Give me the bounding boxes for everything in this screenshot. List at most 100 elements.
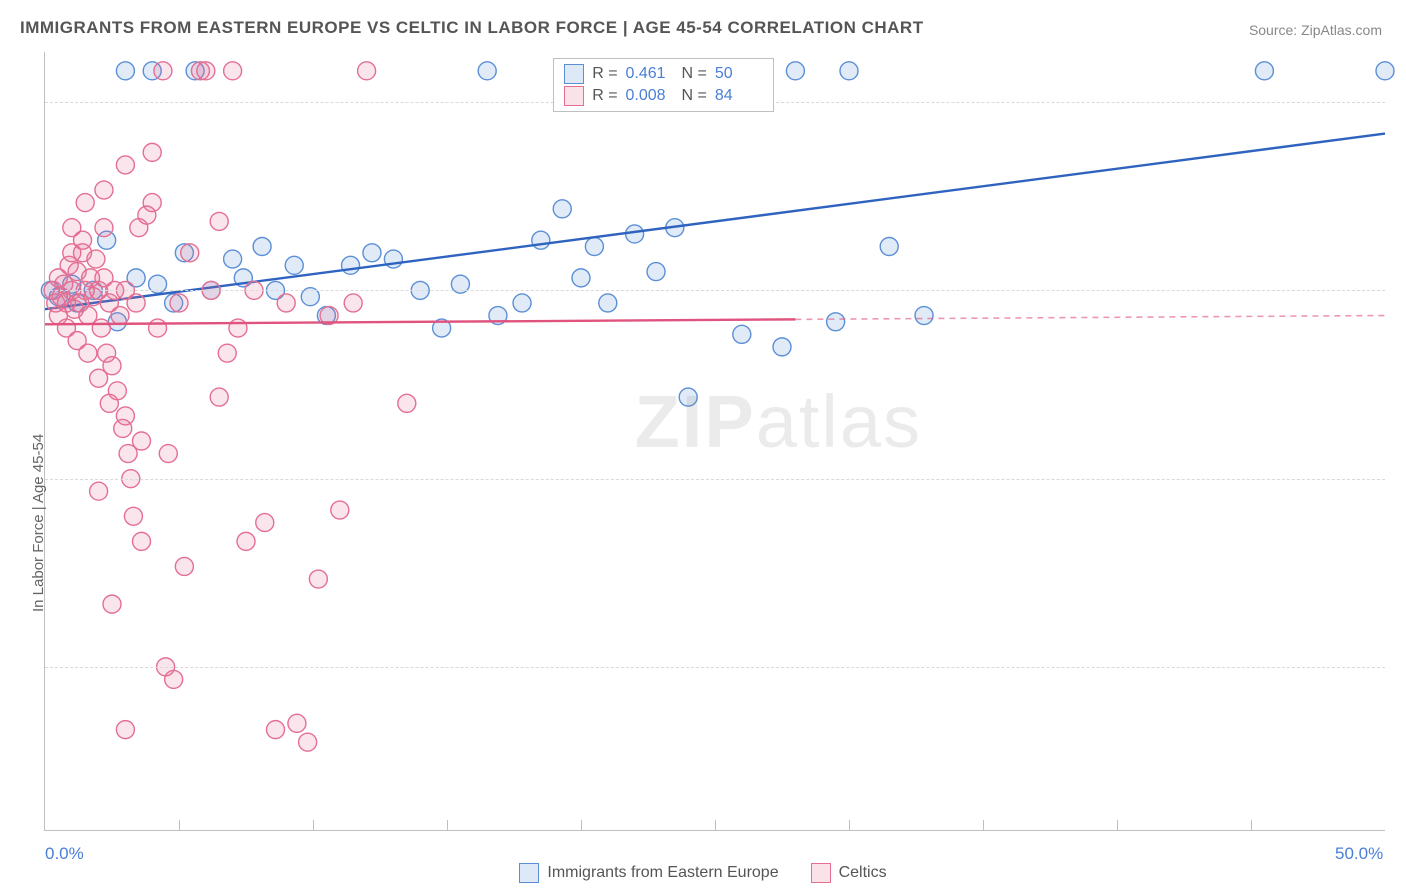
scatter-svg [45,52,1385,830]
y-tick-label: 55.0% [1395,657,1406,677]
scatter-point [478,62,496,80]
scatter-point [87,250,105,268]
legend-r-value: 0.461 [626,65,674,83]
scatter-point [679,388,697,406]
scatter-point [237,532,255,550]
scatter-point [210,212,228,230]
scatter-point [229,319,247,337]
scatter-point [532,231,550,249]
regression-line-dashed [795,316,1385,320]
x-minor-tick [313,820,314,830]
scatter-point [218,344,236,362]
y-tick-label: 100.0% [1395,92,1406,112]
scatter-point [309,570,327,588]
scatter-point [599,294,617,312]
x-minor-tick [581,820,582,830]
x-minor-tick [849,820,850,830]
scatter-point [773,338,791,356]
legend-item: Celtics [811,862,887,884]
scatter-point [132,532,150,550]
scatter-point [95,181,113,199]
scatter-point [840,62,858,80]
legend-swatch [811,863,831,883]
x-minor-tick [983,820,984,830]
scatter-point [149,319,167,337]
legend-series-label: Immigrants from Eastern Europe [547,864,778,882]
scatter-point [1376,62,1394,80]
y-axis-label: In Labor Force | Age 45-54 [30,434,47,612]
scatter-point [74,231,92,249]
regression-line [45,134,1385,310]
scatter-point [256,514,274,532]
scatter-point [90,482,108,500]
scatter-point [344,294,362,312]
legend-row: R = 0.461N = 50 [564,63,763,85]
series-legend: Immigrants from Eastern Europe Celtics [0,862,1406,884]
scatter-point [90,369,108,387]
x-minor-tick [447,820,448,830]
scatter-point [197,62,215,80]
x-minor-tick [179,820,180,830]
scatter-point [299,733,317,751]
scatter-point [1255,62,1273,80]
y-tick-label: 85.0% [1395,280,1406,300]
chart-title: IMMIGRANTS FROM EASTERN EUROPE VS CELTIC… [20,18,924,38]
scatter-point [331,501,349,519]
scatter-point [342,256,360,274]
scatter-point [358,62,376,80]
scatter-point [132,432,150,450]
scatter-point [127,294,145,312]
scatter-point [111,307,129,325]
gridline [45,667,1385,668]
scatter-point [585,238,603,256]
legend-item: Immigrants from Eastern Europe [519,862,778,884]
scatter-point [170,294,188,312]
scatter-point [285,256,303,274]
legend-swatch [519,863,539,883]
scatter-point [100,394,118,412]
scatter-point [124,507,142,525]
scatter-point [210,388,228,406]
legend-swatch [564,86,584,106]
legend-n-value: 50 [715,65,763,83]
scatter-point [266,721,284,739]
scatter-point [572,269,590,287]
scatter-point [553,200,571,218]
scatter-point [224,250,242,268]
plot-area: ZIPatlas 55.0%70.0%85.0%100.0%0.0%50.0% [44,52,1385,831]
scatter-point [181,244,199,262]
scatter-point [95,219,113,237]
legend-n-value: 84 [715,87,763,105]
scatter-point [130,219,148,237]
scatter-point [154,62,172,80]
legend-n-label: N = [682,87,707,105]
chart-container: IMMIGRANTS FROM EASTERN EUROPE VS CELTIC… [0,0,1406,892]
legend-swatch [564,64,584,84]
scatter-point [915,307,933,325]
scatter-point [513,294,531,312]
legend-series-label: Celtics [839,864,887,882]
legend-r-label: R = [592,87,617,105]
scatter-point [363,244,381,262]
scatter-point [103,595,121,613]
x-tick-label: 50.0% [1335,844,1383,864]
legend-r-value: 0.008 [626,87,674,105]
scatter-point [288,714,306,732]
legend-row: R = 0.008 N = 84 [564,85,763,107]
scatter-point [76,194,94,212]
scatter-point [116,407,134,425]
scatter-point [253,238,271,256]
scatter-point [143,143,161,161]
x-minor-tick [1251,820,1252,830]
scatter-point [398,394,416,412]
scatter-point [79,344,97,362]
scatter-point [175,557,193,575]
scatter-point [224,62,242,80]
scatter-point [880,238,898,256]
x-minor-tick [1117,820,1118,830]
legend-r-label: R = [592,65,617,83]
stats-legend: R = 0.461N = 50R = 0.008N = 84 [553,58,774,112]
scatter-point [116,721,134,739]
scatter-point [733,325,751,343]
scatter-point [116,62,134,80]
